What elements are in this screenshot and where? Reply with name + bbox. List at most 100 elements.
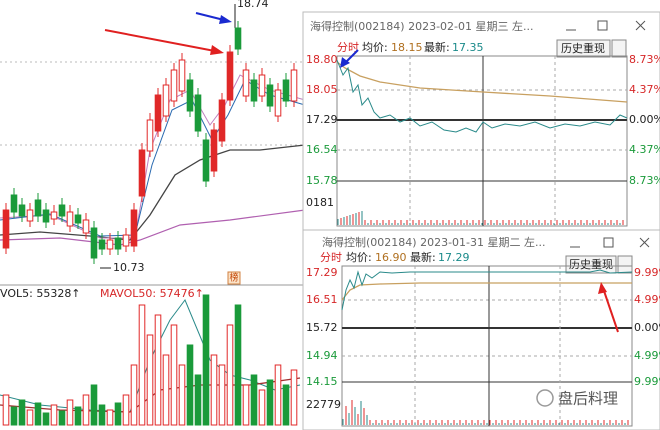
y-tick-label: 18.05 <box>306 83 338 96</box>
y-tick-label: 16.51 <box>306 293 338 306</box>
arrow-head <box>219 15 232 24</box>
volume-bar <box>10 406 18 426</box>
tick-labels: 18.80 18.05 17.29 16.54 15.78 0181 8.73% 4.37% 0… <box>306 53 660 209</box>
last-label: 最新: <box>424 40 450 54</box>
volume-bar <box>258 389 266 426</box>
marker: 榜 <box>229 272 238 284</box>
volume-bar <box>146 334 154 426</box>
ma-line <box>0 144 306 241</box>
arrow-head <box>340 57 350 68</box>
close-button[interactable] <box>635 20 646 31</box>
candle-body <box>42 209 50 223</box>
candle-body <box>178 59 186 92</box>
kline-panel: 18.74 10.73 榜 VOL5: 55328↑ MAVOL50: 5747… <box>0 0 306 426</box>
y2-tick-label: 0.00% <box>629 113 660 126</box>
history-button[interactable] <box>556 39 611 58</box>
y-tick-label: 15.78 <box>306 174 338 187</box>
icon-button[interactable] <box>617 255 633 274</box>
candle-body <box>2 209 10 249</box>
volume-bar <box>266 379 274 426</box>
candle-body <box>274 89 282 117</box>
avg-line <box>341 282 632 301</box>
annotation-arrow <box>602 287 619 333</box>
volume-bar <box>18 399 26 426</box>
volume-bars <box>337 211 624 225</box>
window-title: 海得控制(002184) 2023-02-01 星期三 <box>310 19 509 33</box>
y2-tick-label: 0.00% <box>634 321 660 334</box>
annotation-arrow <box>104 29 221 53</box>
volume-bar <box>2 394 10 426</box>
watermark: 盘后料理 <box>536 389 618 408</box>
volume-bars <box>342 400 629 425</box>
price-line <box>341 269 633 311</box>
candle-body <box>290 69 298 102</box>
y-tick-label: 17.29 <box>306 113 338 126</box>
y-tick-label: 14.94 <box>306 349 338 362</box>
mode-label: 分时 <box>320 251 342 264</box>
y-tick-label: 22779 <box>306 398 341 411</box>
volume-bar <box>282 384 290 426</box>
icon-button[interactable] <box>611 39 627 58</box>
volume-bar <box>42 412 50 426</box>
tick-labels: 17.29 16.51 15.72 14.94 14.15 22779 9.99% 4.99%… <box>306 266 660 411</box>
candle-body <box>226 51 234 101</box>
candle-body <box>82 219 90 234</box>
y2-tick-label: 4.37% <box>629 83 660 96</box>
watermark-icon <box>536 389 554 407</box>
maximize-button[interactable] <box>597 20 608 31</box>
y2-tick-label: 4.99% <box>634 293 660 306</box>
volume-bar <box>210 354 218 426</box>
volume-bar <box>82 394 90 426</box>
candle-body <box>98 239 106 250</box>
dock-label: 左... <box>524 236 546 249</box>
volume-bar <box>58 410 66 426</box>
candle-body <box>138 149 146 197</box>
history-button[interactable] <box>565 255 617 274</box>
volume-bar <box>154 314 162 426</box>
candle-body <box>282 79 290 102</box>
dock-label: 左... <box>512 20 534 33</box>
candle-body <box>218 99 226 142</box>
volume-bar <box>274 364 282 426</box>
candle-body <box>250 79 258 102</box>
volume-bar <box>178 364 186 426</box>
volume-bar <box>26 409 34 426</box>
volume-bar <box>250 374 258 426</box>
avg-value: 18.15 <box>391 41 423 54</box>
candle-body <box>242 69 250 97</box>
candle-body <box>114 237 122 250</box>
plot-frame <box>336 55 628 227</box>
candle-body <box>266 84 274 107</box>
y2-tick-label: 9.99% <box>634 266 660 279</box>
high-label: 18.74 <box>237 0 269 10</box>
y-tick-label: 15.72 <box>306 321 338 334</box>
volume-bar <box>90 384 98 426</box>
volume-bar <box>234 304 242 426</box>
volume-bar <box>34 402 42 426</box>
maximize-button[interactable] <box>603 237 614 248</box>
volume-bar <box>98 404 106 426</box>
candle-body <box>106 239 114 250</box>
y2-tick-label: 8.73% <box>629 174 660 187</box>
avg-label: 均价: <box>362 41 388 54</box>
marker-box <box>227 271 241 285</box>
window: 海得控制(002184) 2023-02-01 星期三 左... 分时 均价: … <box>302 11 660 236</box>
watermark-text: 盘后料理 <box>558 390 618 408</box>
volume-bar <box>242 384 250 426</box>
volume-bar <box>74 406 82 426</box>
volume-bar <box>226 324 234 426</box>
volume-bar <box>202 294 210 426</box>
candle-body <box>10 194 18 213</box>
candle-body <box>122 234 130 247</box>
candle-body <box>58 204 66 217</box>
close-button[interactable] <box>639 237 650 248</box>
low-label: 10.73 <box>113 261 145 274</box>
candle-body <box>234 27 242 50</box>
mode-label: 分时 <box>337 41 359 54</box>
candle-body <box>186 79 194 112</box>
candle-body <box>154 94 162 132</box>
volume-bar <box>162 354 170 426</box>
volume-bar <box>122 394 130 426</box>
candle-body <box>258 74 266 97</box>
candle-body <box>74 214 82 224</box>
